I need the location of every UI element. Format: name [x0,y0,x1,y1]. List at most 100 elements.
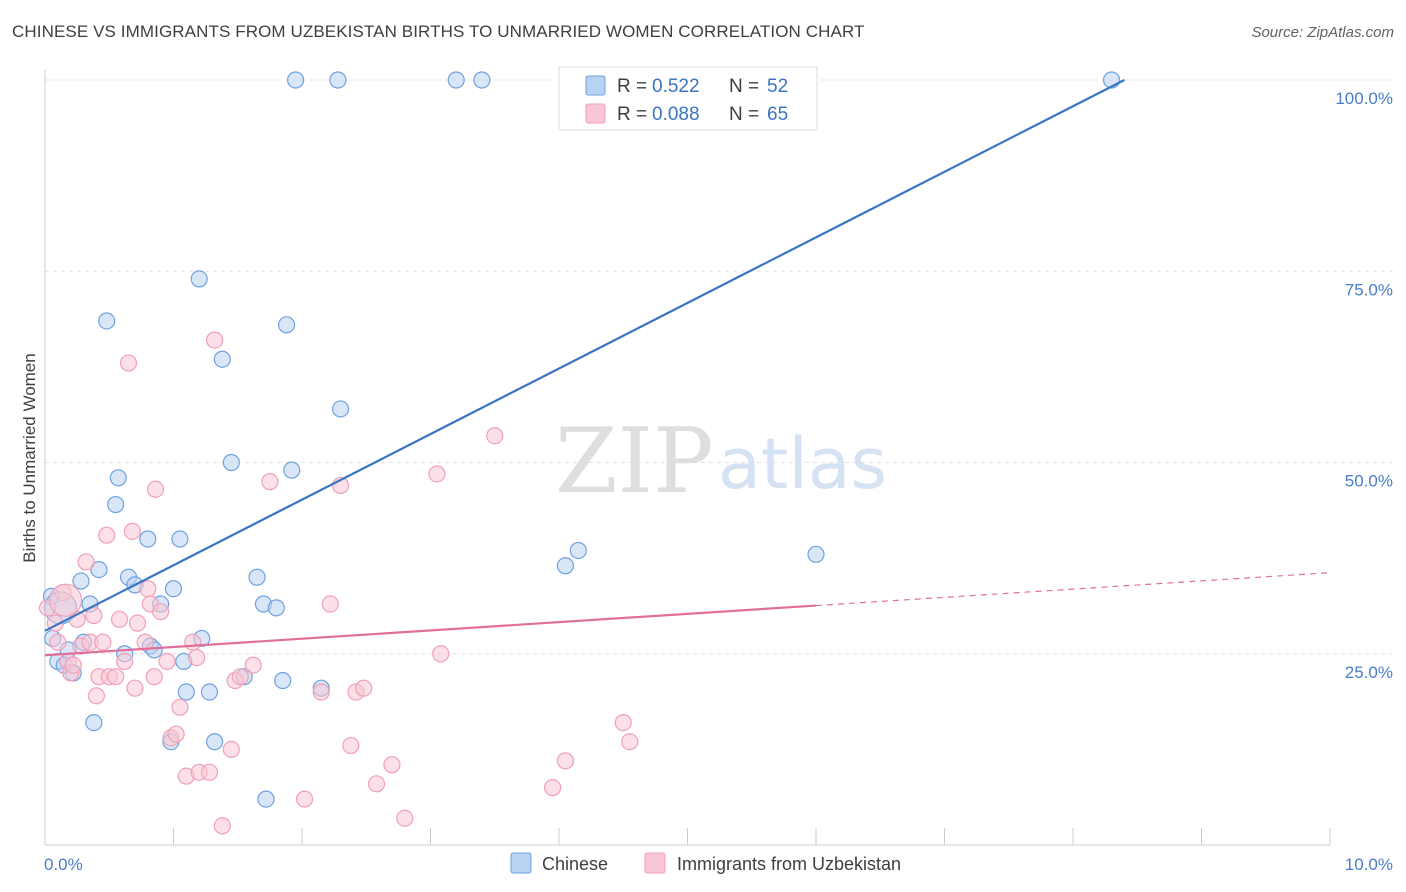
chinese-point [139,530,157,548]
uzbekistan-point [244,656,262,674]
uzbekistan-point [85,606,103,625]
uzbekistan-point [171,698,189,716]
y-tick-label: 75.0% [1345,280,1393,299]
chinese-point [267,599,285,617]
axes [44,70,1331,846]
uzbekistan-point [152,603,170,621]
uzbekistan-point [87,687,106,705]
uzbekistan-point [556,752,575,770]
watermark: ZIP atlas [555,409,887,514]
legend-swatch [585,103,606,124]
uzbekistan-trend-line [44,604,817,657]
chinese-point [213,350,231,368]
chinese-point [171,530,189,548]
chinese-point [286,71,305,89]
uzbekistan-point [116,652,134,671]
uzbekistan-point [107,668,125,686]
uzbekistan-point [200,763,219,781]
y-tick-label: 100.0% [1335,89,1393,108]
uzbekistan-point [355,679,373,697]
chinese-point [556,557,575,575]
uzbekistan-point [158,652,176,671]
chinese-point [109,469,127,487]
uzbekistan-point [98,526,116,544]
chinese-point [164,580,183,598]
chinese-point [206,733,224,751]
legend-r-value: 0.522 [652,76,700,97]
legend-r-label: R = [617,76,647,97]
uzbekistan-point [206,331,224,349]
uzbekistan-point [77,553,95,571]
uzbekistan-point [126,679,144,697]
chinese-point [274,671,292,690]
uzbekistan-point [428,465,446,483]
watermark-zip: ZIP [555,409,714,514]
uzbekistan-point [614,713,632,732]
grid-lines [45,79,1395,655]
chinese-point [177,683,195,701]
x-tick-label-min: 0.0% [44,855,83,874]
legend-swatch [585,75,606,96]
chart-source: Source: ZipAtlas.com [1251,24,1394,41]
uzbekistan-point [139,580,157,598]
uzbekistan-point [49,633,67,651]
bottom-legend-label: Chinese [542,854,608,874]
legend: R = 0.522 N = 52 R = 0.088 N = 65 [558,66,818,131]
chinese-point [107,495,125,514]
uzbekistan-point [64,656,82,674]
chinese-trend-line [44,79,1125,632]
legend-n-label: N = [729,104,759,125]
uzbekistan-point [145,668,163,686]
uzbekistan-trend-extension [815,572,1331,607]
legend-r-label: R = [617,104,647,125]
chinese-point [807,545,825,563]
uzbekistan-point [128,614,147,632]
uzbekistan-point [295,790,314,808]
chinese-point [569,541,587,560]
bottom-legend-swatch [510,852,532,874]
bottom-legend: Chinese Immigrants from Uzbekistan [510,852,901,874]
chinese-point [90,560,108,579]
chinese-point [248,568,266,586]
uzbekistan-point [321,595,339,613]
uzbekistan-point [188,648,206,667]
chinese-point [329,71,347,89]
chinese-point [447,71,465,89]
chinese-point [473,71,491,89]
chinese-point [331,400,350,418]
uzbekistan-point [486,427,504,445]
y-tick-label: 50.0% [1345,472,1393,491]
bottom-legend-label: Immigrants from Uzbekistan [677,854,901,874]
uzbekistan-point [123,522,141,540]
legend-r-value: 0.088 [652,104,700,125]
uzbekistan-point [543,779,562,797]
uzbekistan-point [432,645,450,663]
uzbekistan-point [167,725,185,743]
legend-n-label: N = [729,76,759,97]
uzbekistan-point [342,736,360,755]
chinese-point [277,316,296,334]
legend-n-value: 65 [767,104,788,125]
uzbekistan-point [396,809,414,827]
chart-title: CHINESE VS IMMIGRANTS FROM UZBEKISTAN BI… [12,22,865,41]
trend-lines [44,79,1331,657]
uzbekistan-point [136,633,154,651]
chinese-point [98,312,116,330]
uzbekistan-point [312,683,330,701]
uzbekistan-point [367,775,386,793]
y-tick-label: 25.0% [1345,663,1393,682]
uzbekistan-point [621,733,639,751]
uzbekistan-point [110,610,129,628]
chinese-point [257,790,275,808]
uzbekistan-point [94,633,112,651]
uzbekistan-point [222,740,240,758]
chinese-point [190,270,208,288]
uzbekistan-point [146,480,165,498]
chinese-point [283,461,301,479]
uzbekistan-point [383,756,401,774]
y-axis-label: Births to Unmarried Women [20,353,39,562]
bottom-legend-swatch [644,852,666,874]
chinese-point [85,713,103,732]
y-tick-labels: 25.0% 50.0% 75.0% 100.0% [1335,89,1393,682]
